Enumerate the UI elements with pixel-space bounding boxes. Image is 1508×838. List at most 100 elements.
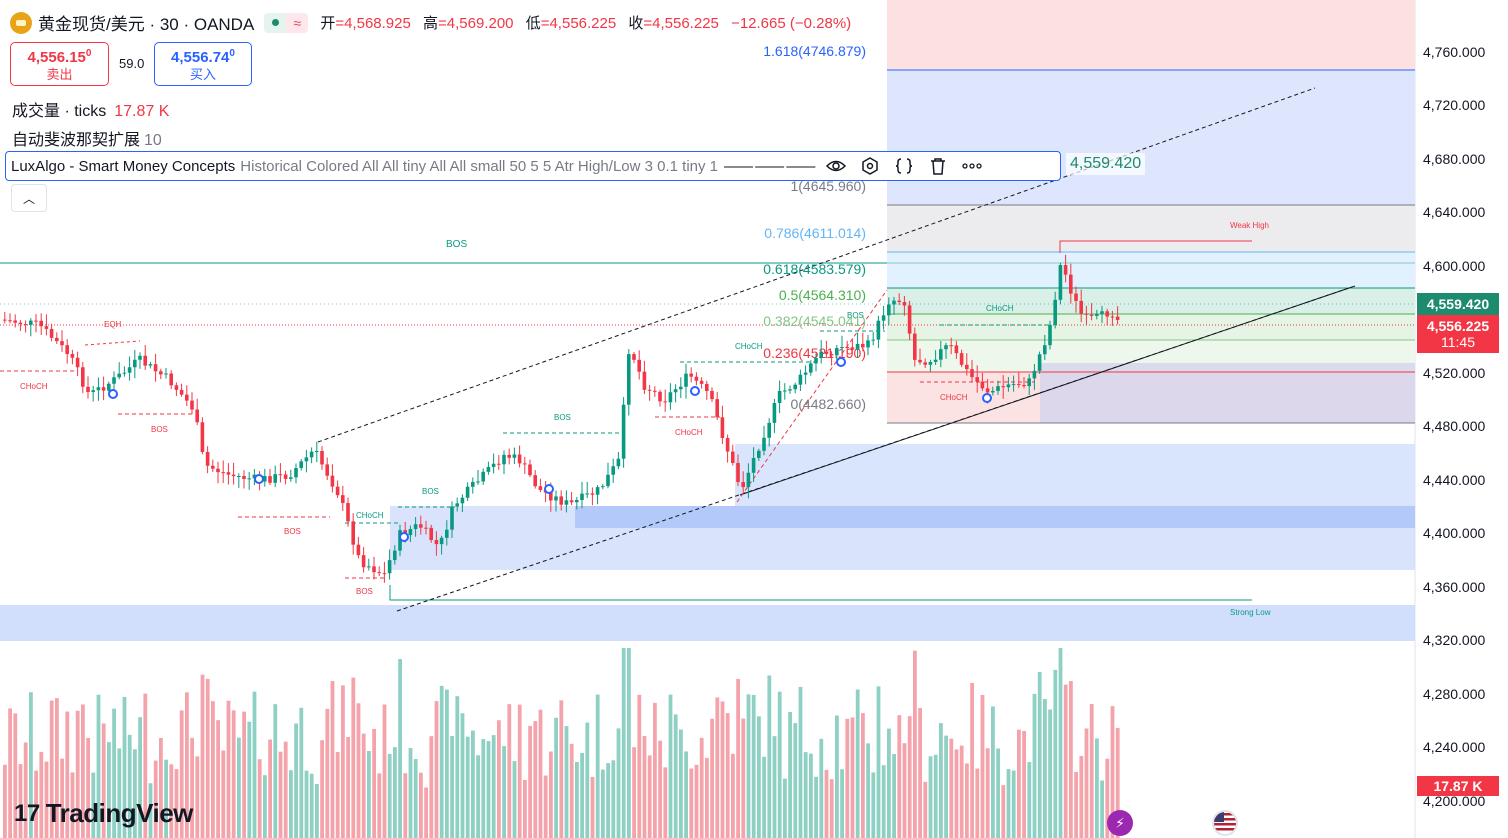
- flash-icon[interactable]: ⚡: [1107, 810, 1133, 836]
- candle-body: [673, 389, 678, 393]
- volume-bar: [985, 748, 990, 838]
- volume-bar: [49, 700, 54, 838]
- ohlc-close-label: 收: [628, 15, 644, 32]
- volume-bar: [237, 737, 241, 838]
- volume-bar: [81, 704, 85, 838]
- candle-body: [434, 539, 439, 545]
- gold-symbol-icon[interactable]: [10, 11, 32, 34]
- wave-icon[interactable]: ≈: [286, 12, 309, 33]
- volume-bar: [642, 735, 647, 838]
- collapse-legend-button[interactable]: ︿: [11, 184, 47, 212]
- volume-bar: [8, 708, 12, 838]
- buy-button[interactable]: 4,556.740 买入: [154, 42, 252, 86]
- volume-bar: [887, 728, 891, 838]
- candle-body: [684, 373, 688, 387]
- ohlc-low-label: 低: [525, 15, 541, 32]
- candle-body: [575, 500, 579, 503]
- swing-markers: [108, 357, 992, 542]
- candle-body: [731, 451, 735, 463]
- luxalgo-indicator-legend[interactable]: LuxAlgo - Smart Money Concepts Historica…: [5, 151, 1061, 181]
- candle-body: [283, 474, 288, 479]
- candle-body: [29, 320, 33, 325]
- volume-bar: [746, 694, 751, 838]
- candle-body: [455, 503, 459, 507]
- volume-bar: [195, 756, 200, 838]
- ohlc-values: 开=4,568.925 高=4,569.200 低=4,556.225 收=4,…: [320, 12, 859, 33]
- volume-bar: [502, 746, 506, 838]
- price-axis-label: 4,680.000: [1423, 151, 1486, 167]
- volume-bar: [1032, 693, 1037, 838]
- fib-label: 0.5(4564.310): [779, 287, 866, 303]
- fib-indicator-legend[interactable]: 自动斐波那契扩展 10: [12, 126, 162, 150]
- volume-bar: [1105, 758, 1110, 838]
- candle-body: [86, 386, 90, 392]
- tradingview-logo[interactable]: 17 TradingView: [14, 798, 193, 829]
- candle-body: [569, 500, 574, 503]
- volume-bar: [1089, 704, 1094, 838]
- volume-bar: [299, 707, 304, 838]
- candle-body: [845, 347, 849, 349]
- volume-bar: [1027, 762, 1032, 838]
- us-flag-icon[interactable]: [1212, 810, 1238, 836]
- candle-body: [330, 475, 335, 487]
- candle-body: [263, 476, 267, 482]
- volume-bar: [991, 706, 995, 838]
- volume-bar: [190, 737, 194, 838]
- candle-body: [580, 493, 584, 501]
- candle-body: [294, 468, 298, 478]
- candle-body: [101, 387, 106, 391]
- volume-bar: [3, 764, 7, 838]
- candle-body: [91, 390, 95, 392]
- trash-icon[interactable]: [928, 156, 948, 176]
- fib-zone-05: [887, 314, 1415, 340]
- volume-bar: [44, 761, 49, 838]
- volume-bar: [866, 743, 870, 838]
- volume-bar: [1100, 780, 1104, 838]
- source-code-icon[interactable]: [894, 156, 914, 176]
- volume-bar: [393, 747, 397, 838]
- candle-body: [1079, 300, 1083, 314]
- candle-body: [211, 465, 215, 469]
- candle-body: [923, 362, 927, 365]
- volume-bar: [663, 767, 668, 838]
- candle-body: [881, 315, 886, 321]
- candle-body: [268, 476, 272, 483]
- volume-indicator-legend[interactable]: 成交量 · ticks 17.87 K: [12, 97, 169, 121]
- volume-bar: [855, 689, 860, 838]
- volume-bar: [138, 717, 142, 838]
- candle-body: [1022, 384, 1026, 387]
- choch-label: CHoCH: [356, 511, 384, 520]
- more-icon[interactable]: [962, 156, 983, 176]
- volume-bar: [996, 748, 1000, 838]
- market-open-icon[interactable]: [264, 12, 287, 33]
- volume-bar: [564, 726, 569, 838]
- volume-bar: [242, 711, 246, 838]
- symbol-title[interactable]: 黄金现货/美元 · 30 · OANDA: [38, 15, 255, 34]
- volume-bar: [39, 751, 44, 838]
- fib-indicator-value: 10: [144, 132, 162, 149]
- eye-icon[interactable]: [826, 156, 847, 176]
- sell-button[interactable]: 4,556.150 卖出: [10, 42, 109, 86]
- candle-body: [1074, 293, 1078, 301]
- candle-body: [1037, 354, 1042, 371]
- candle-body: [1095, 314, 1099, 316]
- candle-body: [44, 326, 49, 329]
- fib-zone-top: [887, 0, 1415, 70]
- volume-bar: [75, 710, 80, 838]
- candle-body: [60, 341, 64, 346]
- volume-bar: [845, 718, 850, 838]
- candle-body: [439, 537, 444, 545]
- candle-body: [959, 353, 964, 365]
- volume-bar: [268, 739, 272, 838]
- volume-bar: [684, 751, 688, 838]
- volume-bar: [725, 713, 730, 838]
- candle-body: [824, 351, 829, 355]
- ohlc-close-value: =4,556.225: [643, 15, 719, 32]
- volume-bar: [263, 775, 267, 838]
- volume-bar: [216, 720, 220, 838]
- candle-body: [315, 450, 319, 452]
- settings-icon[interactable]: [860, 156, 880, 176]
- candle-body: [367, 566, 371, 568]
- candle-body: [320, 450, 324, 465]
